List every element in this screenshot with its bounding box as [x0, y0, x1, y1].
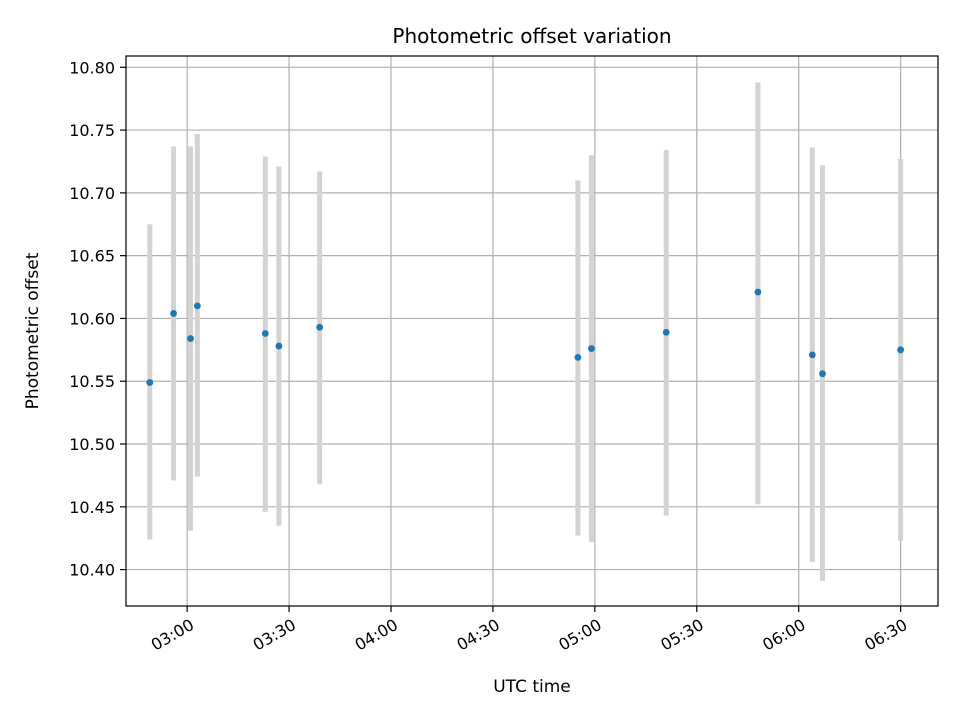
- plot-area-frame: [125, 55, 939, 607]
- y-tick-label: 10.75: [69, 121, 115, 140]
- y-tick-label: 10.55: [69, 372, 115, 391]
- data-point: [261, 330, 269, 337]
- chart-title: Photometric offset variation: [392, 24, 671, 48]
- data-point: [574, 353, 582, 361]
- y-tick-label: 10.80: [69, 58, 115, 77]
- y-tick-label: 10.45: [69, 498, 115, 517]
- data-points: [146, 288, 905, 386]
- data-point: [187, 335, 194, 342]
- data-point: [275, 342, 283, 350]
- data-point: [146, 379, 154, 386]
- data-point: [897, 346, 905, 354]
- data-point: [819, 370, 826, 378]
- data-point: [316, 323, 324, 331]
- data-point: [193, 302, 201, 310]
- x-axis-label: UTC time: [493, 677, 571, 697]
- y-tick-label: 10.60: [69, 309, 115, 328]
- y-tick-label: 10.65: [69, 247, 115, 266]
- data-point: [662, 328, 670, 336]
- y-axis-label: Photometric offset: [23, 252, 43, 409]
- data-point: [754, 288, 762, 296]
- y-tick-label: 10.70: [69, 184, 115, 203]
- data-point: [170, 310, 177, 317]
- grid: [126, 56, 938, 606]
- y-tick-label: 10.40: [69, 561, 115, 580]
- y-tick-label: 10.50: [69, 435, 115, 454]
- data-point: [808, 351, 816, 359]
- data-point: [588, 345, 595, 352]
